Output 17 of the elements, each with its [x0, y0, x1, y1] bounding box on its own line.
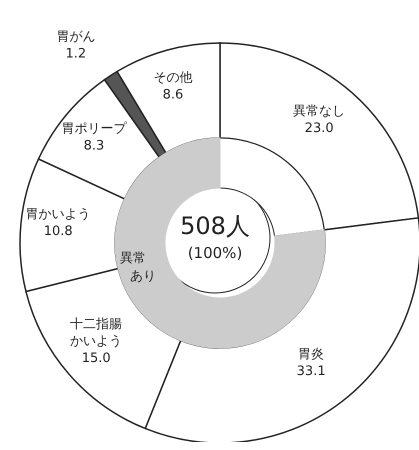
slice-label: 異常あり	[120, 251, 156, 284]
slice-label: 胃ポリープ	[61, 121, 128, 136]
text: 508人	[180, 212, 250, 240]
text: (100%)	[188, 244, 242, 262]
data-label: 8.6	[162, 87, 184, 102]
slice-label: その他	[153, 70, 192, 86]
data-label: 15.0	[82, 350, 111, 366]
data-label: 10.8	[44, 224, 73, 240]
slice-label: 異常なし	[293, 104, 346, 119]
data-label: 8.3	[84, 138, 104, 154]
slice-label: 十二指腸かいよう	[70, 316, 122, 349]
slice-label: 胃がん	[56, 29, 96, 44]
data-label: 1.2	[66, 46, 86, 62]
data-label: 33.1	[296, 364, 326, 379]
slice-label: 胃かいよう	[26, 207, 91, 222]
data-label: 23.0	[304, 120, 334, 136]
slice-label: 胃炎	[298, 346, 324, 362]
